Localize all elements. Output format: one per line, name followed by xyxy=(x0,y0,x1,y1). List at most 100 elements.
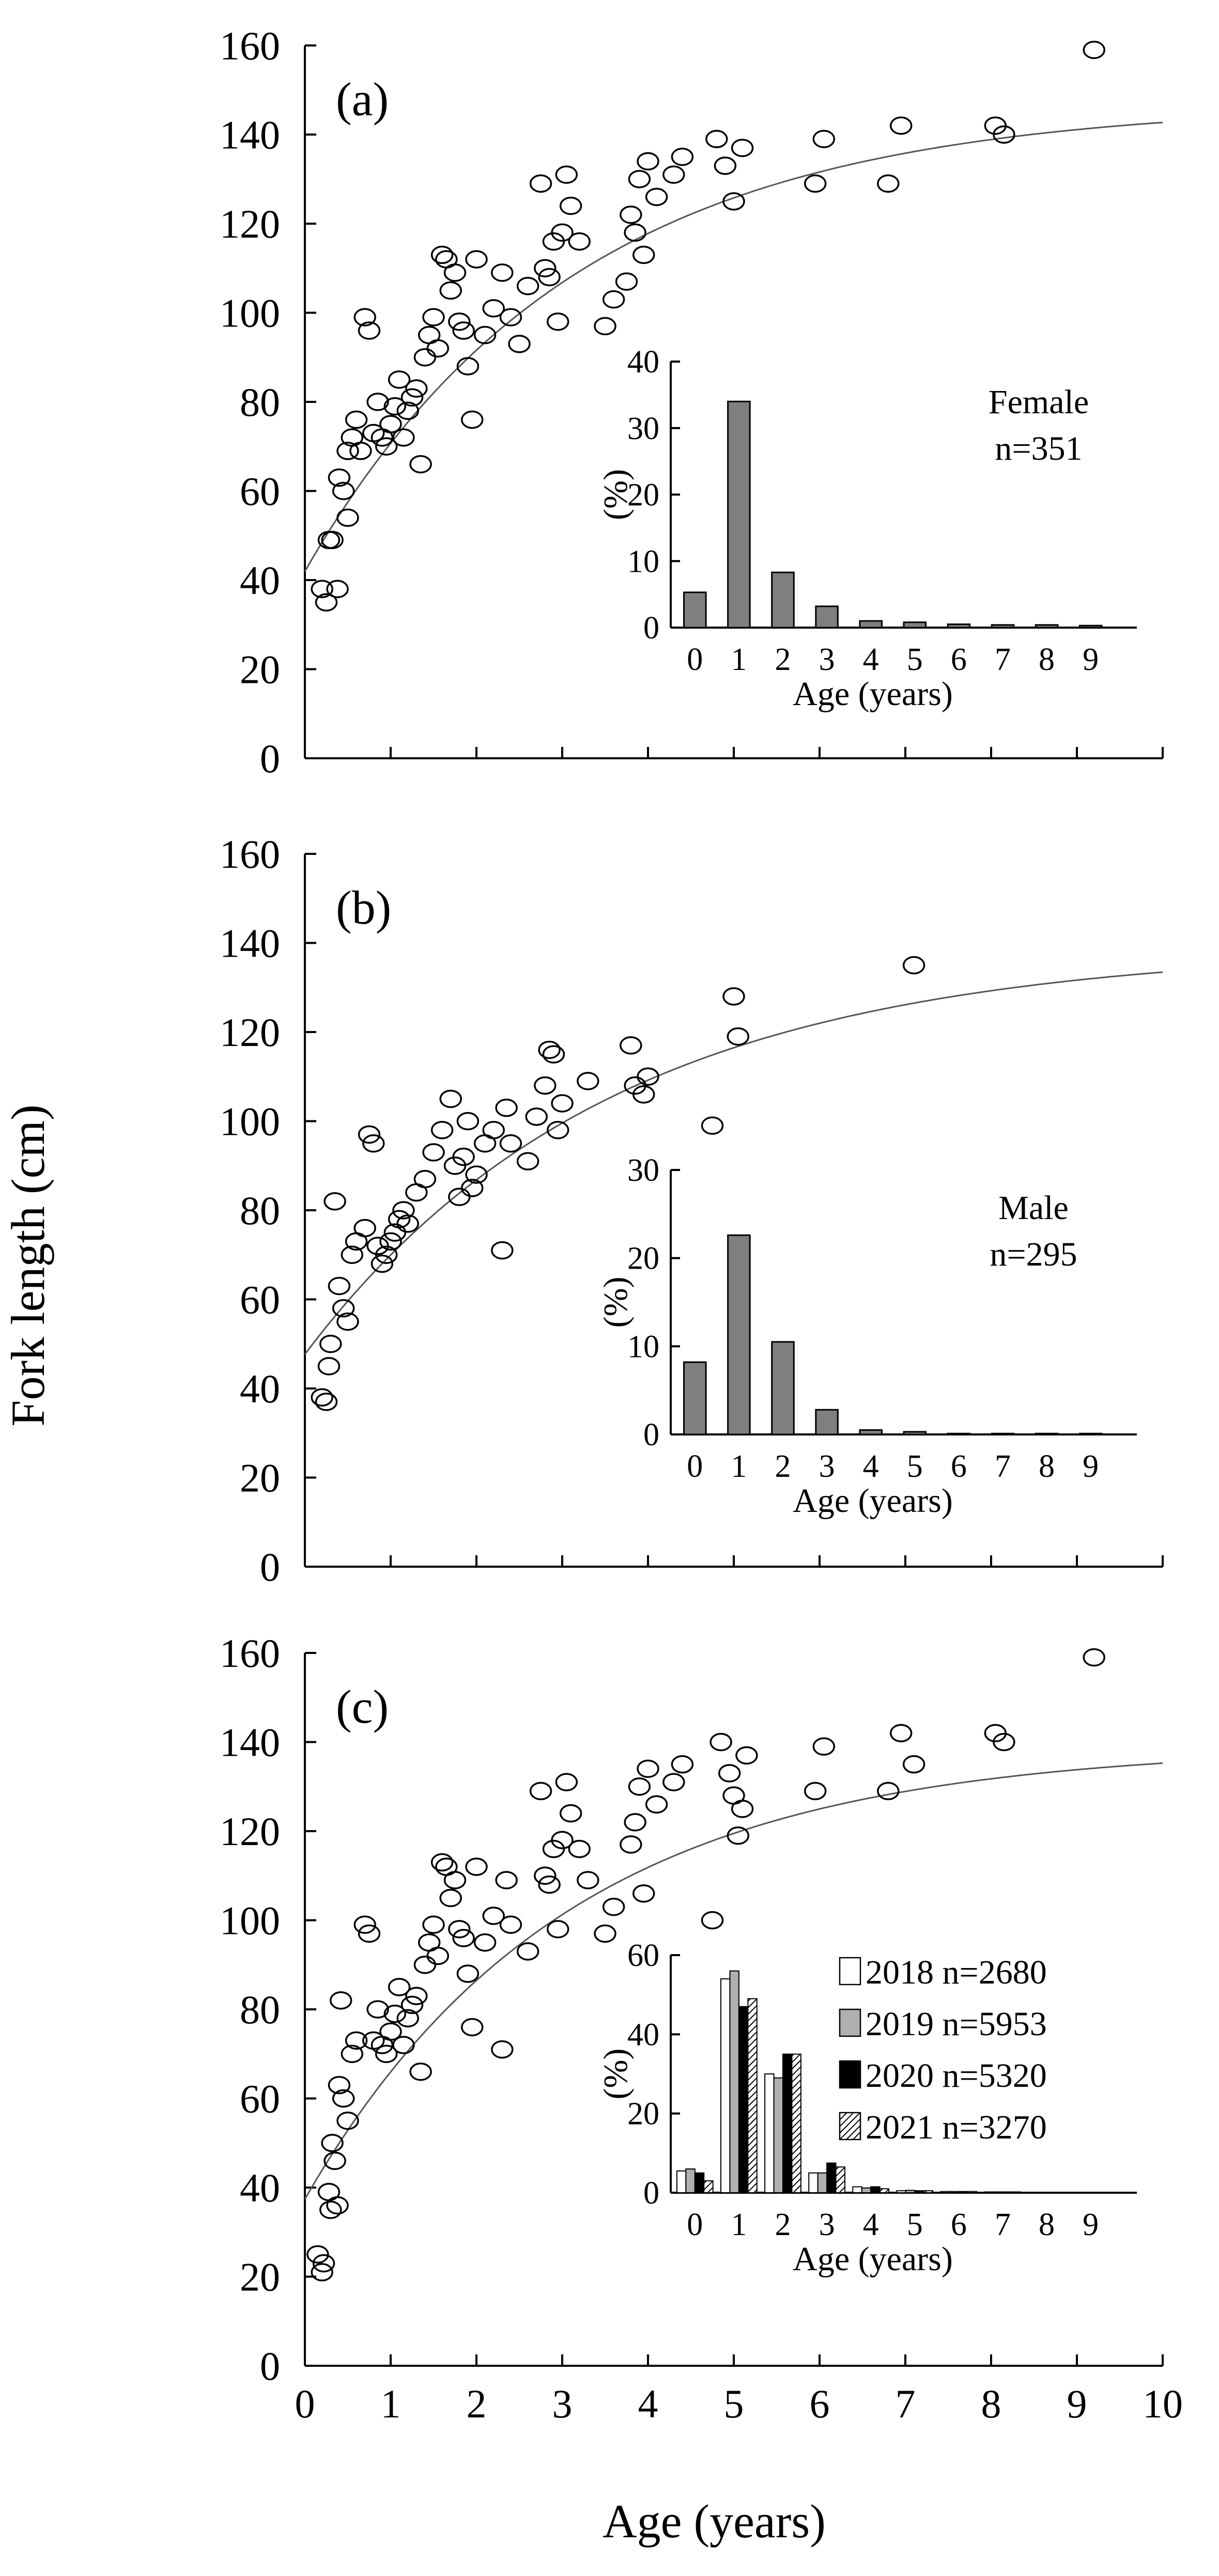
bar xyxy=(870,2186,881,2193)
data-point xyxy=(495,1098,518,1117)
data-point xyxy=(804,174,827,193)
data-point xyxy=(371,1254,394,1273)
data-point xyxy=(448,1920,471,1939)
data-point xyxy=(332,481,355,501)
x-tick-label: 0 xyxy=(295,2381,315,2426)
bar xyxy=(1037,2192,1047,2194)
bar xyxy=(949,2191,960,2194)
y-tick-label: 120 xyxy=(220,1809,280,1854)
legend-label: 2019 n=5953 xyxy=(866,2005,1047,2043)
x-tick-label: 6 xyxy=(810,2381,830,2426)
data-point xyxy=(321,530,344,550)
data-point xyxy=(426,339,450,358)
data-point xyxy=(620,206,642,224)
bar xyxy=(1035,1432,1059,1435)
data-point xyxy=(632,1884,655,1903)
panel-label: (b) xyxy=(336,881,391,934)
y-tick-label: 100 xyxy=(220,291,280,336)
inset-x-tick-label: 0 xyxy=(687,1449,703,1484)
data-point xyxy=(358,1924,381,1943)
data-point xyxy=(491,263,514,282)
bar xyxy=(991,624,1015,629)
data-point xyxy=(439,1089,462,1109)
bar xyxy=(984,2191,995,2194)
bar xyxy=(1002,2191,1012,2194)
y-tick-label: 20 xyxy=(240,1456,280,1501)
bar xyxy=(815,605,839,629)
bar xyxy=(896,2190,906,2193)
data-point xyxy=(534,259,557,277)
data-point xyxy=(362,1134,385,1153)
y-tick-label: 40 xyxy=(240,2165,280,2210)
data-point xyxy=(353,1915,376,1934)
data-point xyxy=(516,277,539,295)
data-point xyxy=(602,1897,625,1916)
x-axis-title: Age (years) xyxy=(603,2495,826,2548)
x-tick-label: 7 xyxy=(896,2381,916,2426)
inset-x-tick-label: 4 xyxy=(863,642,879,677)
data-point xyxy=(499,1915,522,1934)
data-point xyxy=(546,1121,569,1139)
data-point xyxy=(718,1764,741,1783)
data-point xyxy=(902,1755,925,1774)
data-point xyxy=(624,1813,646,1832)
data-point xyxy=(495,1871,518,1890)
data-point xyxy=(709,1732,732,1752)
data-point xyxy=(426,1946,450,1965)
y-tick-label: 100 xyxy=(220,1099,280,1144)
inset-x-axis-title: Age (years) xyxy=(793,1482,953,1520)
data-point xyxy=(375,437,398,456)
inset-y-axis-title: (%) xyxy=(597,2049,635,2100)
data-point xyxy=(345,2031,368,2050)
data-point xyxy=(439,1888,462,1908)
bar xyxy=(859,620,883,629)
data-point xyxy=(1083,1648,1105,1667)
data-point xyxy=(482,299,505,318)
inset-x-tick-label: 8 xyxy=(1039,1449,1055,1484)
data-point xyxy=(620,1835,642,1854)
bar xyxy=(764,2073,775,2193)
inset-y-tick-label: 10 xyxy=(627,1329,659,1364)
data-point xyxy=(336,1312,359,1331)
inset-label: Female xyxy=(989,383,1089,421)
bar xyxy=(771,1341,795,1435)
bar xyxy=(1081,2192,1091,2194)
data-point xyxy=(534,1866,557,1885)
data-point xyxy=(516,1152,539,1170)
bar xyxy=(967,2191,978,2194)
data-point xyxy=(993,125,1015,144)
data-point xyxy=(889,116,913,135)
data-point xyxy=(460,2018,484,2037)
data-point xyxy=(482,1121,505,1139)
bar xyxy=(1078,625,1103,629)
data-point xyxy=(430,1853,454,1872)
data-point xyxy=(559,196,582,215)
data-point xyxy=(321,2134,344,2152)
data-point xyxy=(577,1072,599,1090)
data-point xyxy=(491,1241,514,1260)
data-point xyxy=(993,1732,1015,1752)
data-point xyxy=(559,1804,582,1823)
x-tick-label: 1 xyxy=(381,2381,401,2426)
data-point xyxy=(409,455,432,474)
data-point xyxy=(508,335,531,353)
x-tick-label: 4 xyxy=(638,2381,658,2426)
inset-y-tick-label: 60 xyxy=(627,1938,659,1973)
inset-y-tick-label: 10 xyxy=(627,544,659,579)
data-point xyxy=(413,1169,437,1189)
data-point xyxy=(319,2200,342,2219)
data-point xyxy=(877,1782,900,1801)
data-point xyxy=(460,1179,484,1197)
bar xyxy=(683,591,707,629)
data-point xyxy=(366,2000,389,2019)
data-point xyxy=(405,379,428,398)
data-point xyxy=(456,357,480,376)
data-point xyxy=(349,442,372,460)
data-point xyxy=(551,1831,574,1849)
data-point xyxy=(422,308,445,326)
legend-label: 2020 n=5320 xyxy=(866,2057,1047,2095)
data-point xyxy=(306,2245,329,2264)
data-point xyxy=(456,1112,480,1131)
